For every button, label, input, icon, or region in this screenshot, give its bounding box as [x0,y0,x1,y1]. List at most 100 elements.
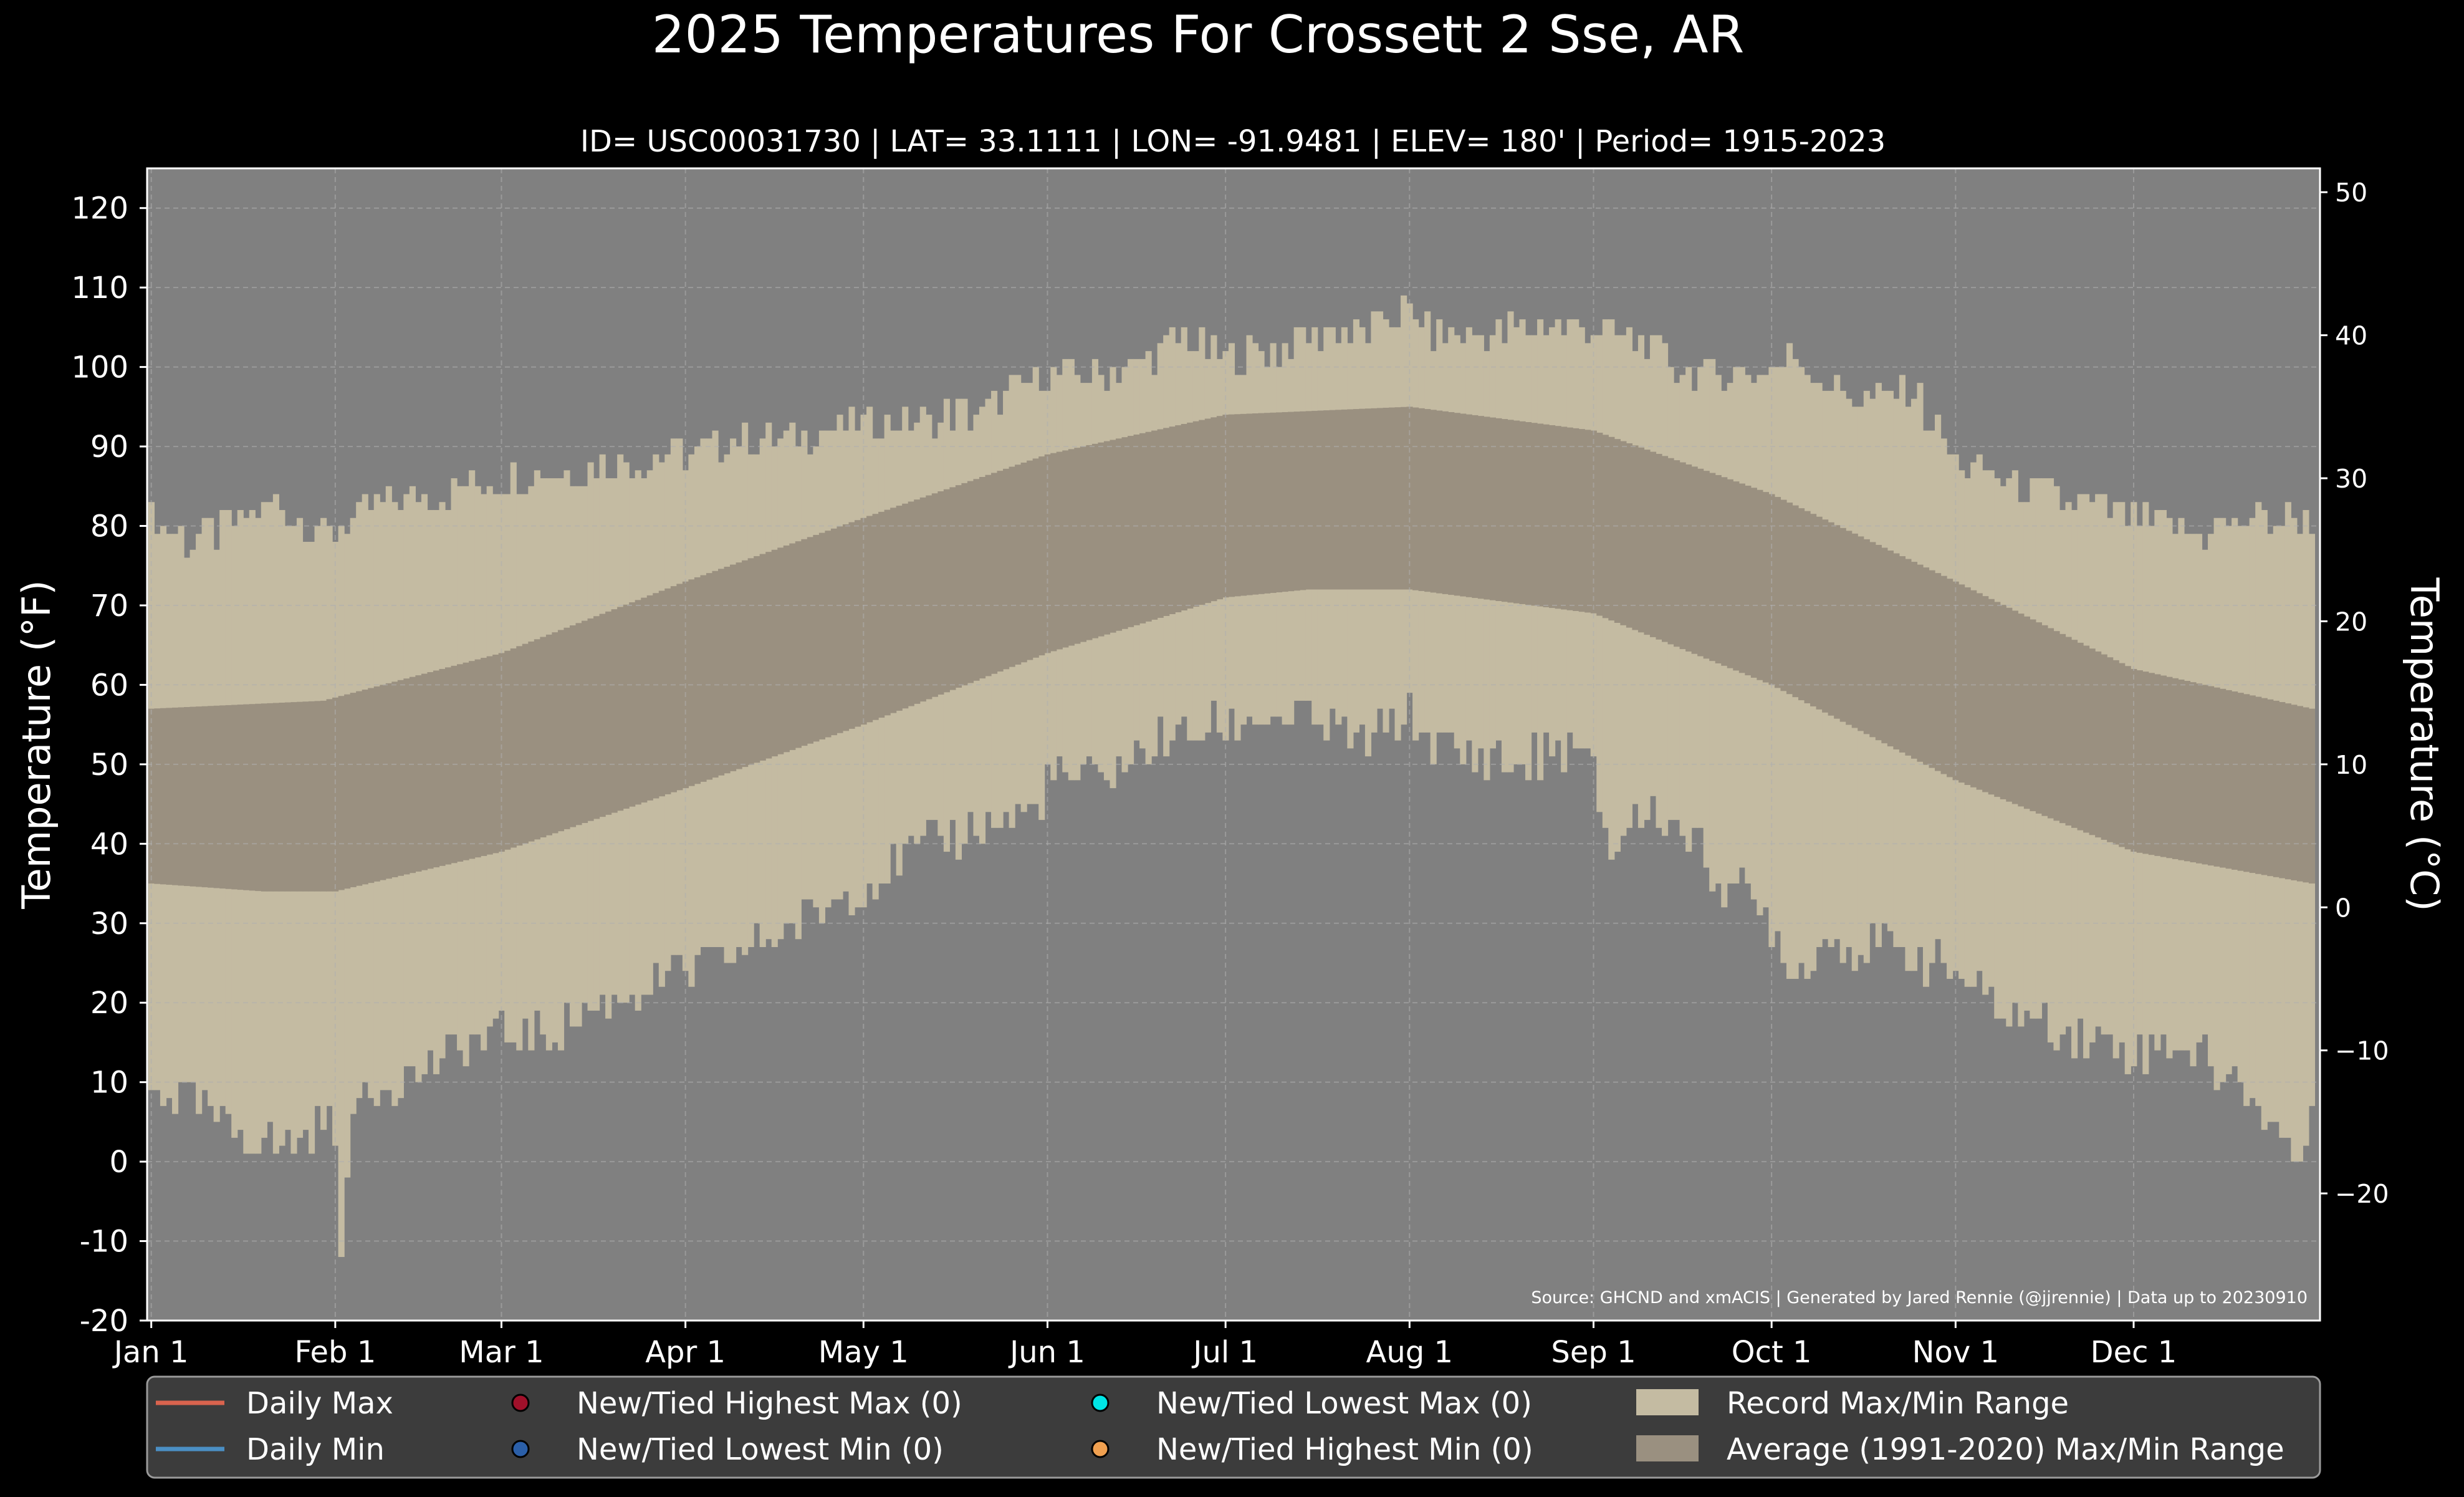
average-range-bar [1584,430,1591,613]
average-range-bar [1649,451,1657,637]
average-range-bar [1145,431,1152,622]
average-range-bar [1745,485,1752,676]
average-range-bar [1009,466,1015,667]
average-range-bar [1798,508,1805,701]
average-range-bar [1644,450,1651,635]
right-tick-label: 50 [2335,178,2367,208]
average-range-bar [949,487,956,690]
average-range-bar [706,573,713,780]
average-range-bar [658,590,665,797]
legend-item: New/Tied Highest Min (0) [1091,1432,1533,1467]
legend-box [146,1375,2321,1479]
left-tick-label: 60 [90,668,128,703]
average-range-bar [1905,559,1912,756]
average-range-bar [2059,633,2066,824]
plot-frame [146,167,2321,1322]
average-range-bar [1169,426,1176,614]
average-range-bar [617,607,624,811]
x-tick-label: Jul 1 [1191,1335,1258,1370]
average-range-bar [1620,441,1627,625]
average-range-bar [409,676,416,874]
average-range-bar [1858,536,1864,731]
average-range-bar [2255,696,2262,874]
average-range-bar [1252,413,1259,595]
average-range-bar [154,708,161,884]
average-range-bar [397,680,404,876]
average-range-bar [208,706,214,888]
legend-item: Daily Max [156,1386,393,1421]
average-range-bar [231,705,238,890]
average-range-bar [997,471,1004,672]
average-range-bar [860,517,867,725]
average-range-bar [290,702,297,892]
average-range-bar [2220,688,2227,868]
average-range-bar [1656,453,1662,640]
left-tick-label: 100 [71,350,128,385]
average-range-bar [2243,694,2250,872]
average-range-bar [955,485,962,688]
average-range-bar [486,656,493,855]
right-tick-label: 20 [2335,607,2367,637]
average-range-bar [688,579,695,786]
average-range-bar [1389,407,1396,590]
average-range-bar [2112,660,2119,845]
average-range-bar [1264,413,1271,594]
average-range-bar [2160,675,2167,857]
average-range-bar [433,670,440,868]
average-range-bar [1679,462,1686,650]
average-range-bar [718,569,725,776]
average-range-bar [1774,497,1781,688]
average-range-bar [1851,533,1858,728]
average-range-bar [1139,433,1146,623]
average-range-bar [759,554,766,761]
x-tick-label: Feb 1 [294,1335,376,1370]
average-range-bar [742,560,749,768]
average-range-bar [1098,442,1105,637]
average-range-bar [1667,458,1674,645]
average-range-bar [1519,421,1526,604]
average-range-bar [848,522,855,729]
average-range-bar [415,675,422,872]
average-range-bar [2213,687,2220,867]
average-range-bar [2119,663,2126,847]
average-range-bar [1828,522,1834,716]
average-range-bar [1910,562,1918,759]
average-range-bar [611,609,618,813]
average-range-bar [1187,422,1194,609]
average-range-bar [391,681,398,878]
average-range-bar [1780,499,1787,691]
legend-item: Record Max/Min Range [1636,1386,2069,1421]
average-range-bar [919,497,926,702]
left-tick-label: 20 [90,986,128,1021]
legend-label: Average (1991-2020) Max/Min Range [1727,1432,2284,1467]
average-range-bar [160,708,167,885]
average-range-bar [587,618,594,821]
legend-label: Daily Max [246,1386,393,1421]
average-range-bar [373,686,380,882]
left-tick-label: 40 [90,827,128,862]
average-range-bar [2011,610,2018,804]
average-range-bar [1537,423,1544,607]
average-range-bar [1448,412,1455,595]
average-range-bar [1555,426,1561,609]
average-range-bar [2166,676,2173,859]
average-range-bar [765,552,772,759]
average-range-bar [967,481,974,683]
left-tick-label: 120 [71,191,128,226]
average-range-bar [1929,570,1935,768]
average-range-bar [914,499,921,704]
average-range-bar [1733,481,1740,671]
record-range-bar [338,526,345,1258]
average-range-bar [2184,681,2191,862]
average-range-bar [1032,458,1039,658]
average-range-bar [1489,417,1496,600]
average-range-bar [504,650,511,850]
average-range-bar [2077,642,2084,830]
average-range-bar [2083,645,2090,833]
average-range-bar [593,616,600,819]
average-range-bar [557,630,565,832]
average-range-bars [148,407,2316,892]
average-range-bar [2095,651,2102,838]
y-axis-label-celsius: Temperature (°C) [2402,577,2447,911]
average-range-bar [1276,412,1283,593]
